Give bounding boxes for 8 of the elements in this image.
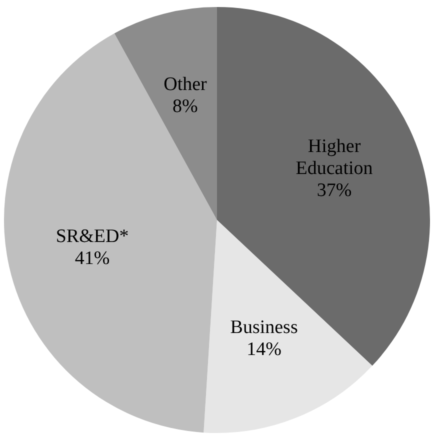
data-label: 37% (316, 180, 352, 202)
slice-label: SR&ED* (56, 226, 129, 247)
data-label: 14% (246, 338, 282, 360)
slice-label: Business (230, 316, 298, 338)
data-label: 41% (74, 248, 110, 269)
slice-label: Other (164, 74, 208, 96)
slice-label: Higher Education (296, 136, 374, 180)
data-label: 8% (172, 96, 198, 118)
